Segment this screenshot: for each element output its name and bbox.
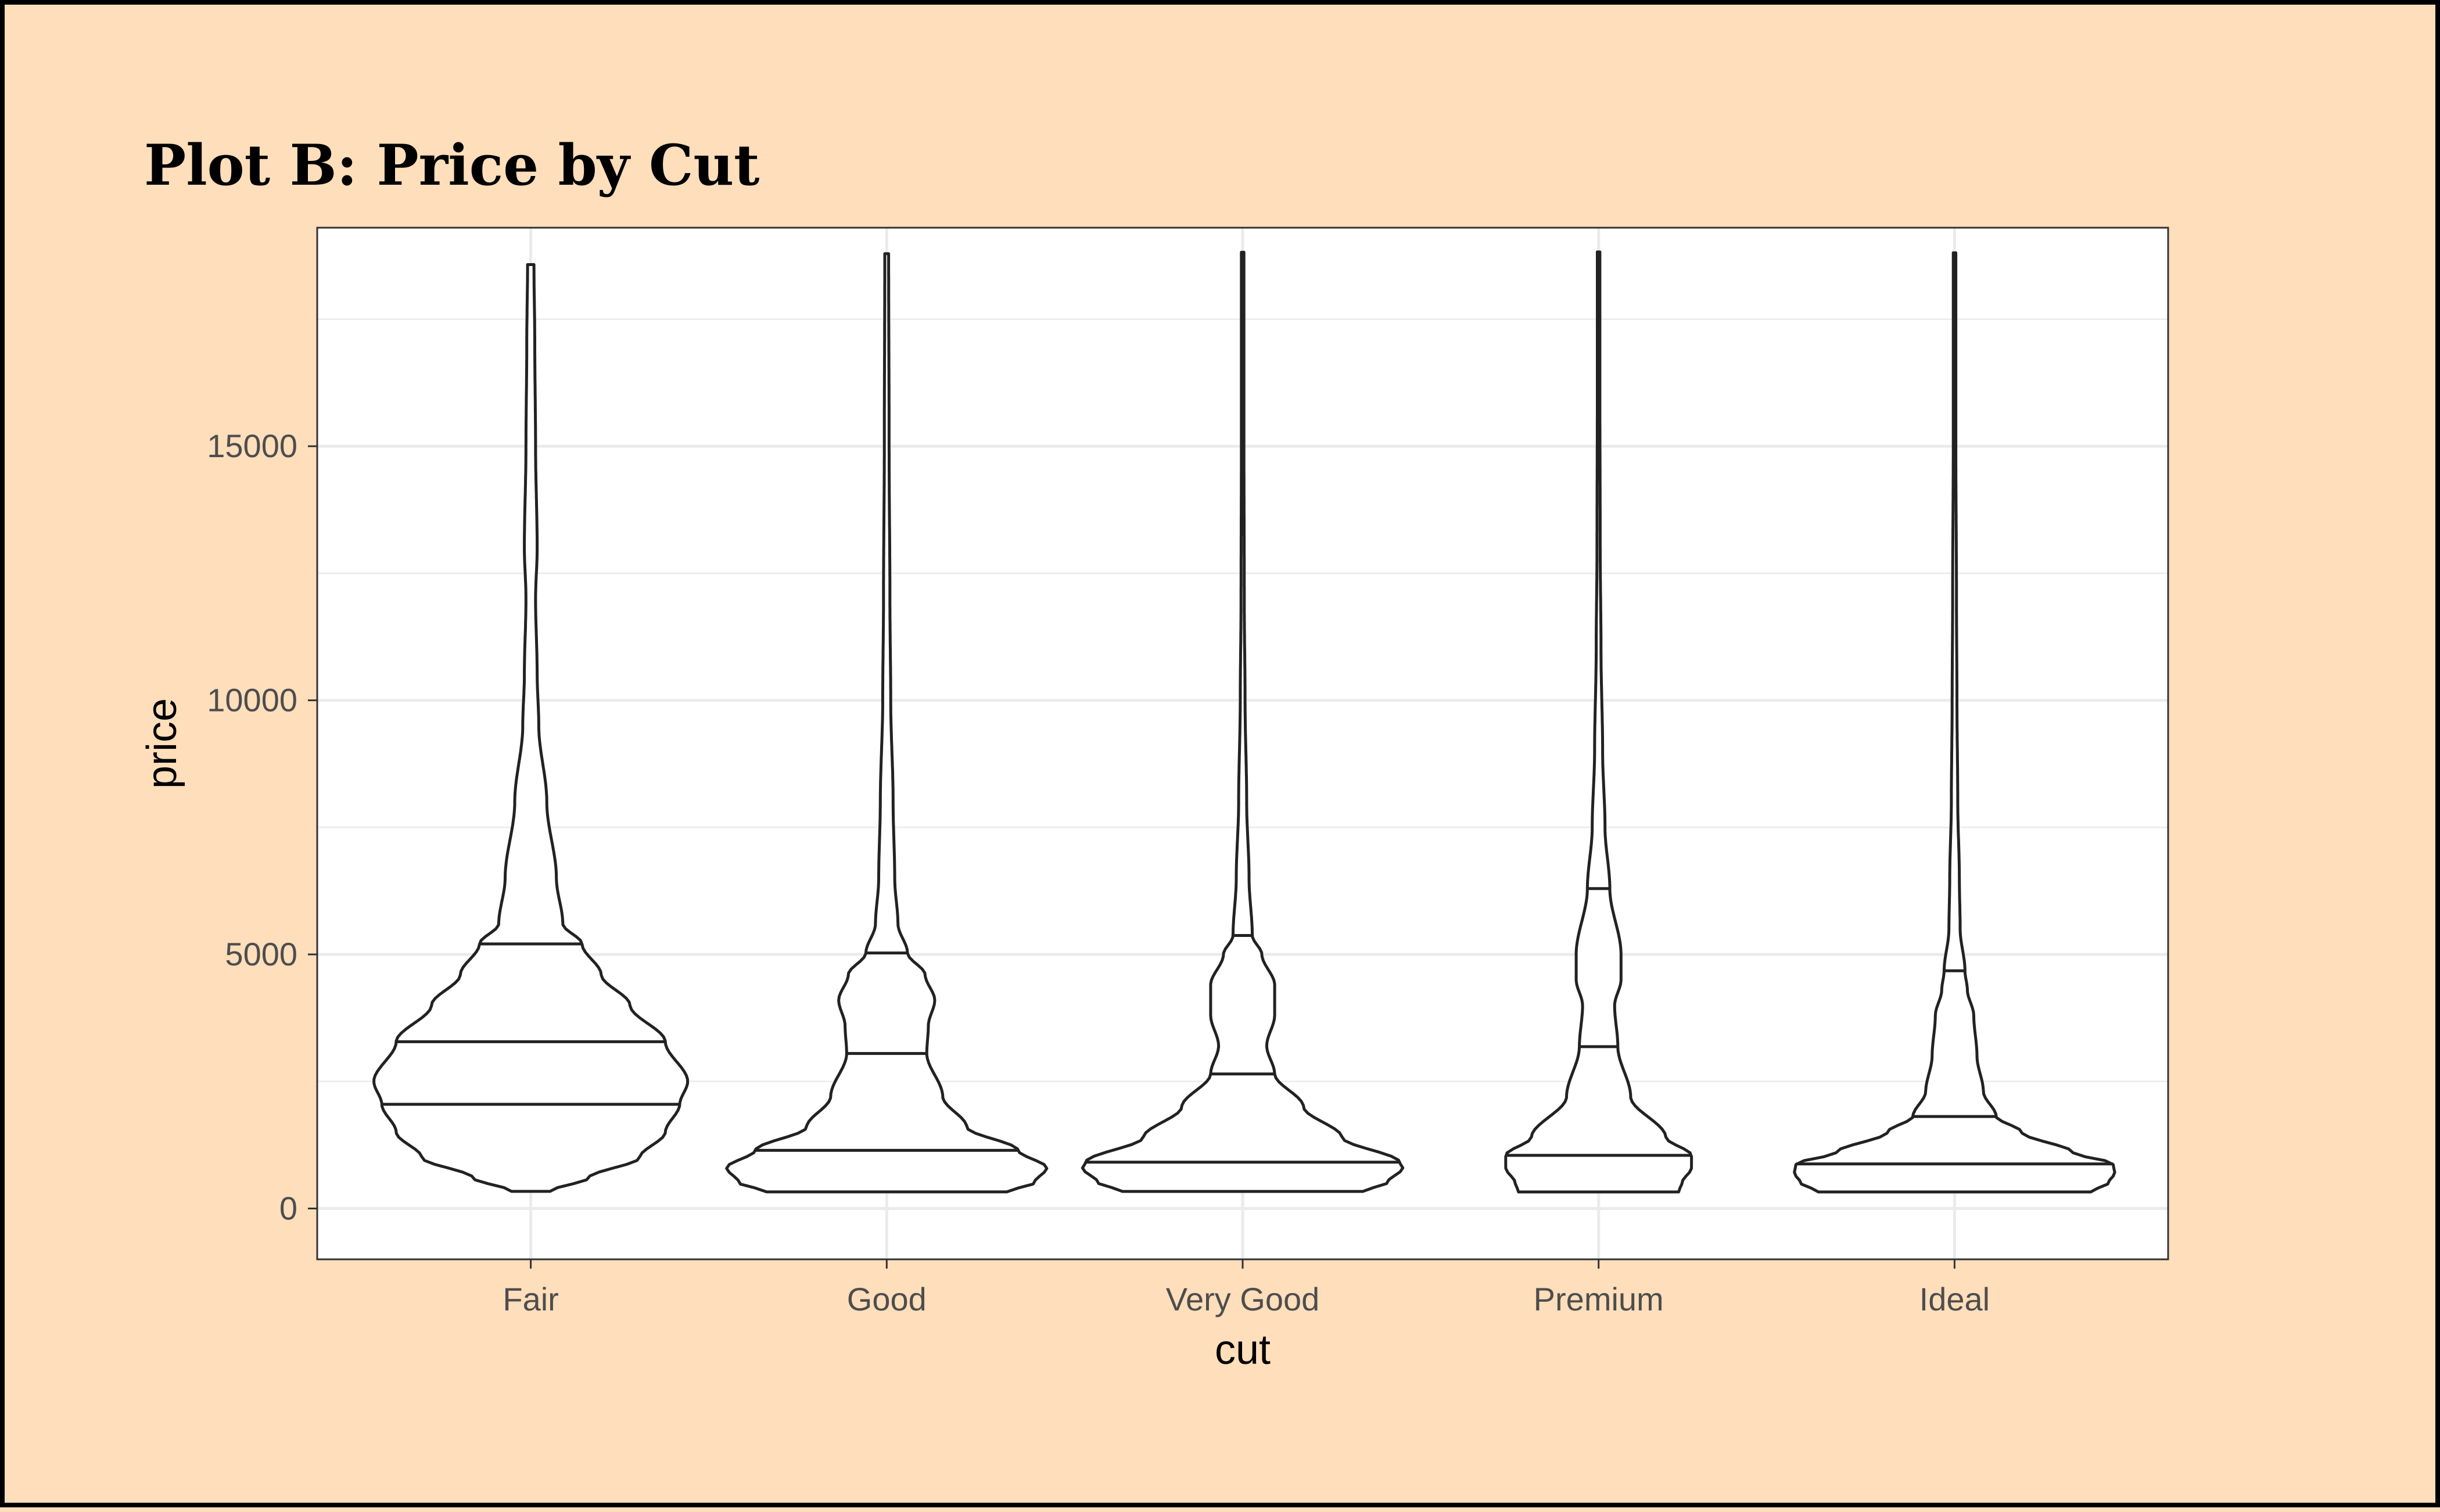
violin-very-good xyxy=(1081,250,1405,1193)
x-axis-title: cut xyxy=(1215,1327,1271,1373)
y-tick-label: 0 xyxy=(279,1190,297,1227)
axes: 0 5000 10000 15000 Fair Good Very Good Premium I… xyxy=(207,428,1990,1317)
x-tick-label: Good xyxy=(847,1281,927,1317)
violin-ideal xyxy=(1793,251,2116,1194)
x-tick-label: Fair xyxy=(503,1281,558,1317)
y-tick-label: 10000 xyxy=(207,682,297,719)
x-tick-label: Premium xyxy=(1534,1281,1664,1317)
x-tick-label: Ideal xyxy=(1919,1281,1990,1317)
y-tick-label: 5000 xyxy=(225,936,297,972)
violin-good xyxy=(725,252,1049,1194)
violin-premium xyxy=(1504,250,1693,1194)
chart-title: Plot B: Price by Cut xyxy=(144,132,760,198)
violin-layer xyxy=(372,250,2116,1194)
violin-fair xyxy=(372,263,690,1193)
x-tick-label: Very Good xyxy=(1166,1281,1320,1317)
y-tick-label: 15000 xyxy=(207,428,297,464)
y-axis-title: price xyxy=(139,698,185,789)
violin-chart: Plot B: Price by Cut 0 5000 10000 15000 Fair… xyxy=(139,132,2169,1373)
